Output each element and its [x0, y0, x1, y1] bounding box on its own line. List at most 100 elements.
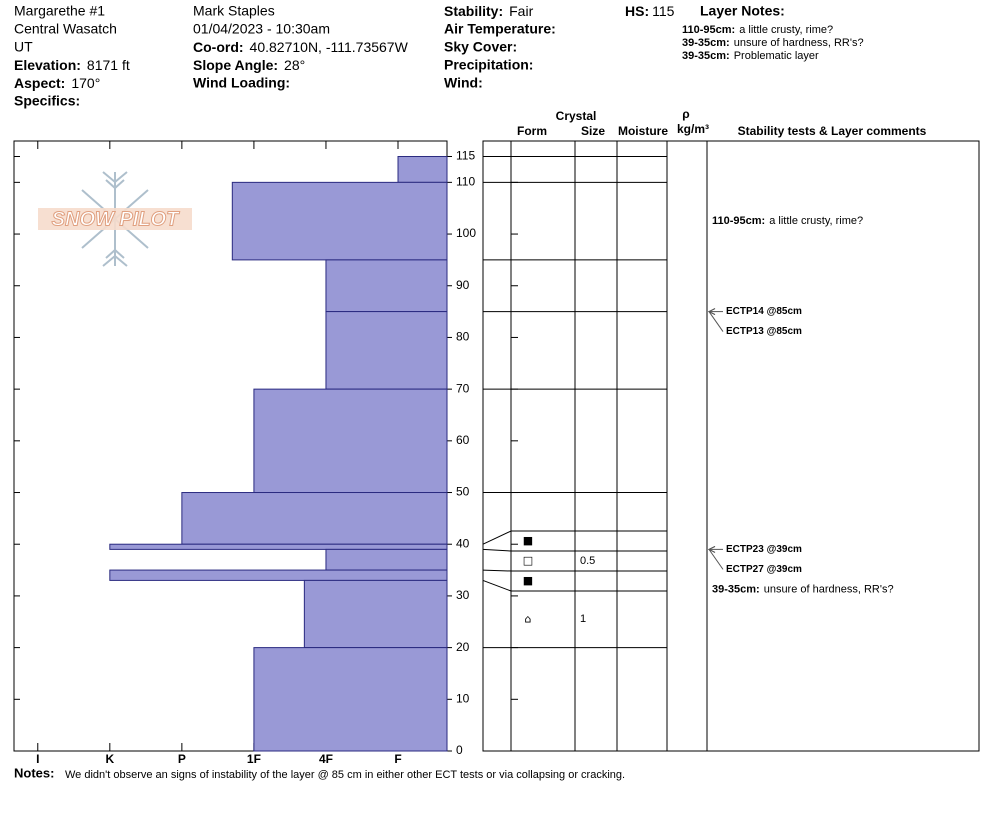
layer-note: 39-35cm: Problematic layer [682, 50, 819, 62]
logo-band [38, 208, 192, 230]
layer-comment: 39-35cm: unsure of hardness, RR's? [712, 583, 894, 595]
hardness-bar [109, 543, 448, 550]
hardness-bar [109, 569, 448, 581]
observer: Mark Staples [193, 3, 275, 19]
state: UT [14, 39, 33, 55]
layer-note-range: 110-95cm: [682, 24, 735, 36]
x-tick-label: 4F [319, 752, 333, 766]
y-tick-label: 20 [456, 640, 470, 654]
coord: Co-ord: 40.82710N, -111.73567W [193, 39, 409, 55]
stability-test: ECTP27 @39cm [726, 564, 802, 575]
logo-text: SNOW PILOT [52, 208, 180, 230]
layer-note-range: 39-35cm: [682, 37, 730, 49]
stability-test: ECTP13 @85cm [726, 326, 802, 337]
y-tick-label: 60 [456, 433, 470, 447]
label: Elevation: [14, 57, 81, 73]
layer-note-range: 39-35cm: [682, 50, 730, 62]
column-header: Size [581, 124, 605, 138]
layer-comment-range: 39-35cm: [712, 583, 760, 595]
air-temp: Air Temperature: [444, 21, 556, 37]
crystal-form: □ [523, 554, 533, 567]
hardness-bar [325, 259, 448, 313]
slope: Slope Angle: 28° [193, 57, 305, 73]
y-tick-label: 70 [456, 381, 470, 395]
x-tick-label: 1F [247, 752, 261, 766]
hardness-bar [181, 492, 448, 545]
label: Co-ord: [193, 39, 244, 55]
value: 8171 ft [87, 57, 130, 73]
column-header: Crystal [556, 109, 597, 123]
y-tick-label: 40 [456, 536, 470, 550]
aspect: Aspect: 170° [14, 75, 100, 91]
value: 115 [652, 3, 675, 19]
crystal-size: 0.5 [580, 555, 595, 567]
layer-notes-title: Layer Notes: [700, 3, 785, 19]
column-header: ρ [682, 107, 689, 121]
hardness-bar [325, 548, 448, 571]
stability-test: ECTP23 @39cm [726, 544, 802, 555]
column-header: kg/m³ [677, 122, 709, 136]
y-tick-label: 100 [456, 226, 476, 240]
y-tick-label: 115 [456, 149, 475, 163]
column-header: Moisture [618, 124, 668, 138]
x-tick-label: P [178, 752, 186, 766]
hardness-bar [253, 388, 448, 494]
y-tick-label: 110 [456, 175, 475, 189]
hardness-bar [253, 647, 448, 752]
layer-comment-text: a little crusty, rime? [769, 215, 863, 227]
hardness-bar [231, 181, 448, 261]
hardness-bar [303, 579, 448, 649]
column-header: Stability tests & Layer comments [738, 124, 927, 138]
label: Slope Angle: [193, 57, 278, 73]
hardness-bar [397, 156, 448, 183]
crystal-form: ⌂ [525, 612, 532, 625]
label: Stability: [444, 3, 503, 19]
layer-connector [482, 530, 512, 545]
notes-text: We didn't observe an signs of instabilit… [65, 769, 625, 781]
crystal-form: ■ [523, 574, 533, 587]
elevation: Elevation: 8171 ft [14, 57, 130, 73]
value: 28° [284, 57, 305, 73]
layer-note: 110-95cm: a little crusty, rime? [682, 24, 833, 36]
precipitation: Precipitation: [444, 57, 533, 73]
y-tick-label: 10 [456, 691, 470, 705]
notes-label: Notes: [14, 765, 54, 780]
layer-comment: 110-95cm: a little crusty, rime? [712, 215, 863, 227]
wind-loading: Wind Loading: [193, 75, 290, 91]
value: 170° [71, 75, 100, 91]
test-arrowhead [707, 545, 716, 553]
x-tick-label: F [394, 752, 401, 766]
layer-connector [482, 548, 512, 552]
datetime: 01/04/2023 - 10:30am [193, 21, 330, 37]
label: Aspect: [14, 75, 65, 91]
specifics: Specifics: [14, 93, 80, 109]
layer-connector [482, 579, 512, 592]
value: 40.82710N, -111.73567W [250, 39, 409, 55]
location: Margarethe #1 [14, 3, 105, 19]
y-tick-label: 0 [456, 743, 463, 757]
crystal-size: 1 [580, 613, 586, 625]
hardness-bar [325, 311, 448, 390]
range: Central Wasatch [14, 21, 117, 37]
hs: HS: 115 [625, 3, 675, 19]
y-tick-label: 50 [456, 485, 470, 499]
layer-connector [482, 569, 512, 572]
value: Fair [509, 3, 533, 19]
layer-note-text: Problematic layer [734, 50, 819, 62]
test-arrowhead [707, 308, 716, 316]
test-pointer [708, 311, 724, 332]
layer-comment-range: 110-95cm: [712, 215, 765, 227]
y-tick-label: 90 [456, 278, 470, 292]
label: HS: [625, 3, 649, 19]
column-header: Form [517, 124, 547, 138]
layer-note-text: unsure of hardness, RR's? [734, 37, 864, 49]
layer-table-frame [482, 140, 980, 752]
stability: Stability: Fair [444, 3, 534, 19]
x-tick-label: I [36, 752, 39, 766]
layer-comment-text: unsure of hardness, RR's? [764, 583, 894, 595]
crystal-form: ■ [523, 534, 533, 547]
y-tick-label: 30 [456, 588, 470, 602]
layer-notes: 110-95cm: a little crusty, rime? 39-35cm: u… [682, 24, 864, 62]
y-tick-label: 80 [456, 330, 470, 344]
